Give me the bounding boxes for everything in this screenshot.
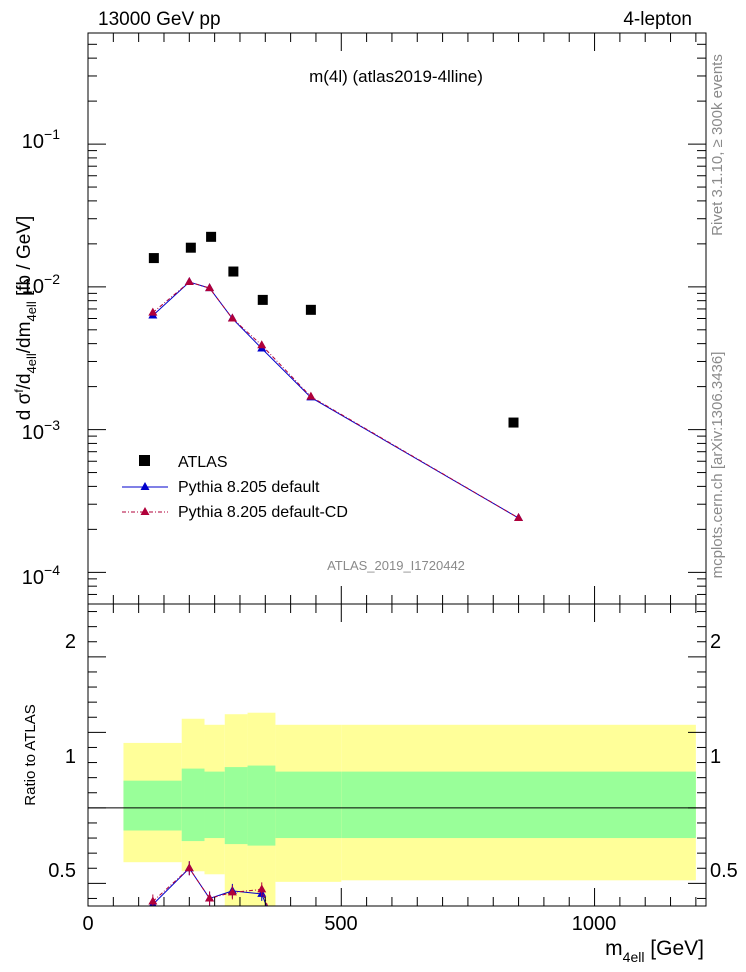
ytick-base: 10 [22,567,44,589]
ytick-label-0.001: 10−3 [22,417,60,444]
ytick-exp: −1 [44,126,60,142]
legend-marker-default-cd [140,507,150,515]
uncertainty-band-green [204,771,225,839]
ratio-ytick-left-0.5: 0.5 [48,860,76,882]
uncertainty-band-green [224,767,248,845]
ratio-ytick-left-2: 2 [65,631,76,653]
ylabel-part: d σ [14,392,35,420]
main-series [148,231,524,522]
ratio-point-default-cd [184,863,194,872]
ylabel-part: [fb / GeV] [14,216,35,302]
main-ylabel: d σf/d4ell/dm4ell [fb / GeV] [12,216,39,421]
uncertainty-band-green [181,768,205,842]
atlas-data-point [257,294,268,305]
ytick-label-0.01: 10−2 [22,271,60,298]
point-default-cd [184,277,194,286]
ratio-ytick-right-1: 1 [710,746,721,768]
ylabel-part: f [12,389,26,393]
ylabel-part: /dm [14,322,35,354]
uncertainty-band-green [247,765,276,846]
ratio-series [148,861,269,906]
ylabel-part: /d [14,373,35,389]
legend-label-default-cd: Pythia 8.205 default-CD [178,504,348,521]
ratio-bands [88,712,706,906]
point-default-cd [306,391,316,400]
legend: ATLAS Pythia 8.205 default Pythia 8.205 … [122,454,348,521]
ratio-point-default-cd [205,893,215,902]
uncertainty-band-green [341,771,696,839]
xtick-label-0: 0 [82,913,93,935]
ratio-point-default-cd [148,896,158,905]
xlabel-part: [GeV] [644,937,704,960]
ratio-point-default-cd [257,884,267,893]
xtick-label-1000: 1000 [572,913,617,935]
point-default-cd [227,313,237,322]
ytick-base: 10 [22,276,44,298]
uncertainty-band-green [275,771,342,839]
ratio-frame [87,603,707,907]
atlas-data-point [228,266,239,277]
ytick-base: 10 [22,422,44,444]
plot-title: m(4l) (atlas2019-4lline) [309,67,483,86]
header-left: 13000 GeV pp [98,9,221,30]
ytick-exp: −3 [44,417,60,433]
ylabel-part: 4ell [24,353,39,373]
ylabel-part: 4ell [24,301,39,321]
ytick-base: 10 [22,131,44,153]
xlabel-part: 4ell [623,949,645,965]
axis-ticks [87,33,706,906]
point-default-cd [257,340,267,349]
uncertainty-band-green [123,780,182,831]
point-default-cd [205,283,215,292]
legend-marker-atlas [139,455,150,466]
point-default-cd [148,307,158,316]
legend-label-default: Pythia 8.205 default [178,479,320,496]
atlas-data-point [305,304,316,315]
ratio-point-default-cd [227,887,237,896]
ytick-label-0.0001: 10−4 [22,562,60,589]
legend-marker-default [140,482,150,490]
atlas-data-point [206,231,217,242]
ratio-ytick-right-0.5: 0.5 [710,860,738,882]
legend-label-atlas: ATLAS [178,454,228,471]
ytick-exp: −2 [44,271,60,287]
xtick-label-500: 500 [324,913,357,935]
analysis-watermark: ATLAS_2019_I1720442 [327,558,465,573]
point-default-cd [514,513,524,522]
atlas-data-point [508,417,519,428]
atlas-data-point [185,242,196,253]
mcplots-reference-text: mcplots.cern.ch [arXiv:1306.3436] [709,352,726,579]
ratio-ytick-right-2: 2 [710,631,721,653]
header-right: 4-lepton [623,9,692,30]
xlabel: m4ell [GeV] [605,937,704,965]
ratio-ytick-left-1: 1 [65,746,76,768]
rivet-version-text: Rivet 3.1.10, ≥ 300k events [709,54,726,236]
ratio-ylabel: Ratio to ATLAS [22,704,39,805]
ytick-label-0.1: 10−1 [22,126,60,153]
ratio-line-default [152,867,268,906]
ratio-line-default-cd [152,867,269,906]
xlabel-part: m [605,937,623,960]
atlas-data-point [148,253,159,264]
ytick-exp: −4 [44,562,60,578]
